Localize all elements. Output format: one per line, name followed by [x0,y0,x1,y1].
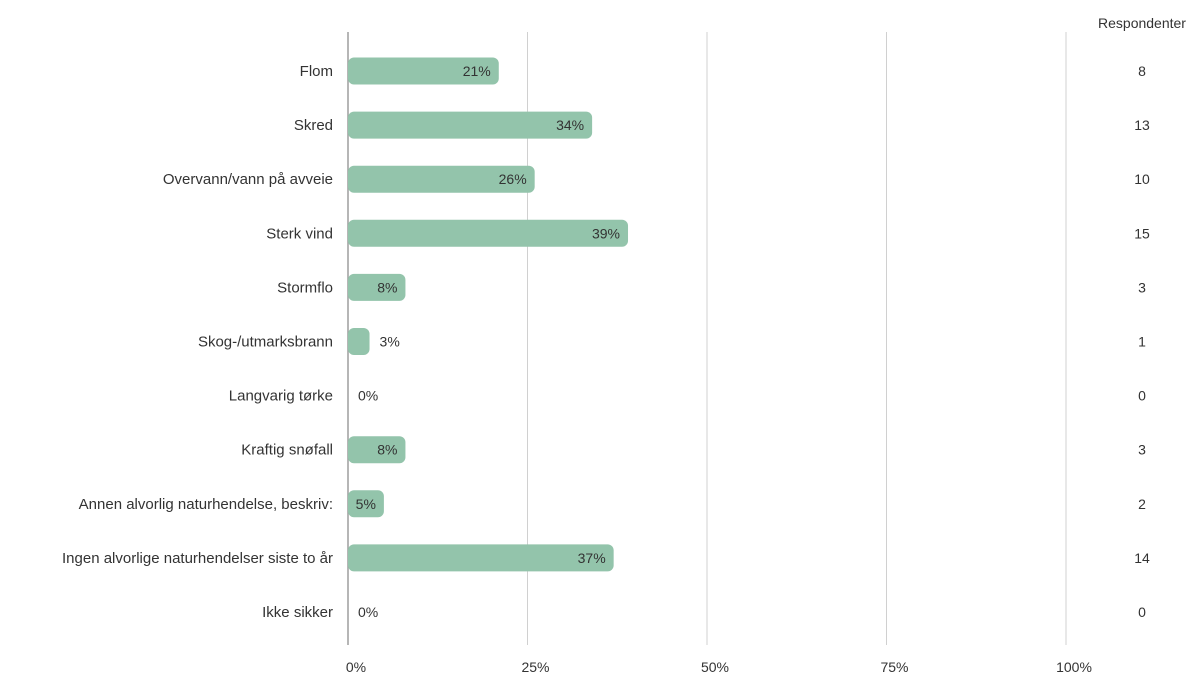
respondent-count: 14 [1134,550,1150,566]
value-label: 39% [592,225,620,241]
x-tick-labels: 0% 25% 50% 75% 100% [346,659,1092,675]
value-label: 34% [556,117,584,133]
x-tick-label: 75% [880,659,908,675]
category-label: Kraftig snøfall [241,442,333,459]
bar [348,57,499,85]
category-label: Skred [294,117,333,134]
respondent-count: 2 [1138,496,1146,512]
value-label: 8% [377,442,397,458]
bar [348,165,535,193]
value-label: 37% [578,550,606,566]
category-label: Langvarig tørke [229,388,333,405]
category-label: Ikke sikker [262,604,333,621]
value-label: 8% [377,279,397,295]
category-label: Sterk vind [266,225,333,242]
respondents-header: Respondenter [1098,15,1186,31]
bar [348,490,384,518]
x-tick-label: 0% [346,659,366,675]
bars [348,57,629,572]
x-tick-label: 100% [1056,659,1092,675]
value-label: 21% [463,63,491,79]
bar [348,544,614,572]
category-label: Ingen alvorlige naturhendelser siste to … [62,550,333,567]
respondent-count: 3 [1138,279,1146,295]
category-label: Annen alvorlig naturhendelse, beskriv: [79,496,333,513]
x-tick-label: 25% [521,659,549,675]
value-labels: 21% 34% 26% 39% 8% 3% 0% 8% 5% 37% 0% [356,63,620,620]
category-label: Skog-/utmarksbrann [198,334,333,351]
category-labels: Flom Skred Overvann/vann på avveie Sterk vi… [62,63,333,621]
bar [348,111,593,139]
respondent-count: 10 [1134,171,1150,187]
value-label: 0% [358,388,378,404]
respondent-count: 13 [1134,117,1150,133]
category-label: Overvann/vann på avveie [163,171,333,188]
respondent-count: 0 [1138,604,1146,620]
value-label: 0% [358,604,378,620]
value-label: 5% [356,496,376,512]
bar [348,273,406,301]
bar [348,219,629,247]
category-label: Stormflo [277,279,333,296]
respondent-count: 15 [1134,225,1150,241]
respondent-count: 3 [1138,442,1146,458]
value-label: 26% [499,171,527,187]
bar [348,436,406,464]
category-label: Flom [300,63,333,80]
respondent-count: 0 [1138,388,1146,404]
x-tick-label: 50% [701,659,729,675]
respondent-count: 8 [1138,63,1146,79]
bar [348,328,370,355]
value-label: 3% [380,334,400,350]
respondent-count: 1 [1138,334,1146,350]
